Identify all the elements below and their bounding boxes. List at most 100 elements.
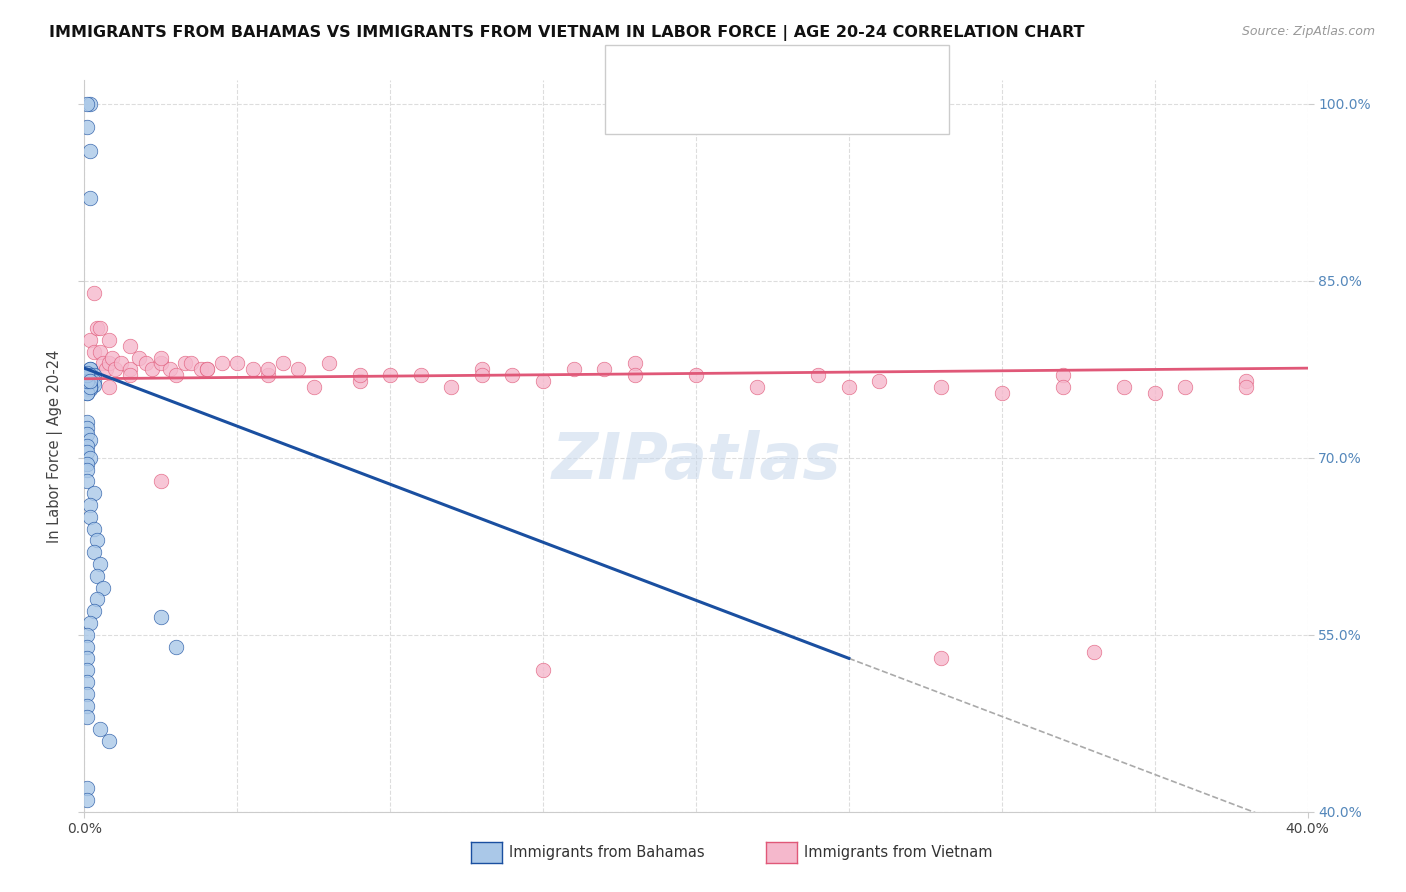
Point <box>747 380 769 394</box>
Point <box>83 368 105 383</box>
Point <box>97 333 120 347</box>
Point <box>76 383 98 397</box>
Point <box>79 509 101 524</box>
Point <box>83 285 105 300</box>
Point <box>76 421 98 435</box>
Point <box>1143 385 1166 400</box>
Point <box>165 640 187 654</box>
Point <box>89 722 111 736</box>
Point <box>1083 645 1105 659</box>
Point <box>76 628 98 642</box>
Point <box>349 374 371 388</box>
Point <box>149 475 172 489</box>
Point <box>149 610 172 624</box>
Point <box>91 356 114 370</box>
Point <box>76 385 98 400</box>
Point <box>76 651 98 665</box>
Point <box>89 557 111 571</box>
Point <box>807 368 830 383</box>
Point <box>97 734 120 748</box>
Point <box>531 663 554 677</box>
Point <box>1052 368 1074 383</box>
Point <box>1236 374 1258 388</box>
Point <box>76 385 98 400</box>
Point <box>287 362 309 376</box>
Point <box>76 793 98 807</box>
Point <box>79 615 101 630</box>
Point <box>79 362 101 376</box>
Point <box>110 356 132 370</box>
Point <box>79 433 101 447</box>
Point <box>76 96 98 111</box>
Point <box>180 356 202 370</box>
Point <box>195 362 218 376</box>
Point <box>76 687 98 701</box>
Point <box>83 377 105 392</box>
Point <box>86 592 108 607</box>
Point <box>120 339 142 353</box>
Point <box>76 462 98 476</box>
Point <box>97 380 120 394</box>
Point <box>79 333 101 347</box>
Point <box>271 356 294 370</box>
Text: Source: ZipAtlas.com: Source: ZipAtlas.com <box>1241 25 1375 38</box>
Point <box>471 368 494 383</box>
Point <box>79 380 101 394</box>
Point <box>624 368 647 383</box>
Point <box>83 374 105 388</box>
Point <box>79 374 101 388</box>
Point <box>76 427 98 442</box>
Point <box>149 356 172 370</box>
Point <box>76 416 98 430</box>
Point <box>76 366 98 380</box>
Point <box>190 362 212 376</box>
Point <box>79 450 101 465</box>
Point <box>531 374 554 388</box>
Point <box>89 321 111 335</box>
Point <box>97 356 120 370</box>
Point <box>104 362 127 376</box>
Point <box>141 362 163 376</box>
Point <box>929 651 952 665</box>
Point <box>76 445 98 459</box>
Point <box>79 498 101 512</box>
Point <box>440 380 463 394</box>
Point <box>624 356 647 370</box>
Point <box>302 380 325 394</box>
Point <box>869 374 891 388</box>
Point <box>242 362 264 376</box>
Point <box>79 362 101 376</box>
Point <box>76 663 98 677</box>
Point <box>79 191 101 205</box>
Point <box>83 522 105 536</box>
Point <box>76 675 98 690</box>
Point <box>83 344 105 359</box>
Point <box>685 368 707 383</box>
Point <box>86 568 108 582</box>
Text: Immigrants from Vietnam: Immigrants from Vietnam <box>804 846 993 860</box>
Point <box>101 351 124 365</box>
Point <box>79 370 101 384</box>
Point <box>79 383 101 397</box>
Text: R =  0.047   N = 67: R = 0.047 N = 67 <box>662 90 824 108</box>
Point <box>128 351 150 365</box>
Point <box>76 781 98 796</box>
Point <box>76 368 98 383</box>
Point <box>318 356 340 370</box>
Text: ZIPatlas: ZIPatlas <box>551 430 841 491</box>
Point <box>562 362 585 376</box>
Point <box>76 457 98 471</box>
Point <box>1114 380 1136 394</box>
Point <box>79 374 101 388</box>
Point <box>257 368 280 383</box>
Point <box>83 545 105 559</box>
Point <box>1052 380 1074 394</box>
Point <box>149 351 172 365</box>
Point <box>471 362 494 376</box>
Point <box>86 321 108 335</box>
Point <box>76 374 98 388</box>
Point <box>929 380 952 394</box>
Point <box>89 344 111 359</box>
Point <box>135 356 157 370</box>
Point <box>174 356 197 370</box>
